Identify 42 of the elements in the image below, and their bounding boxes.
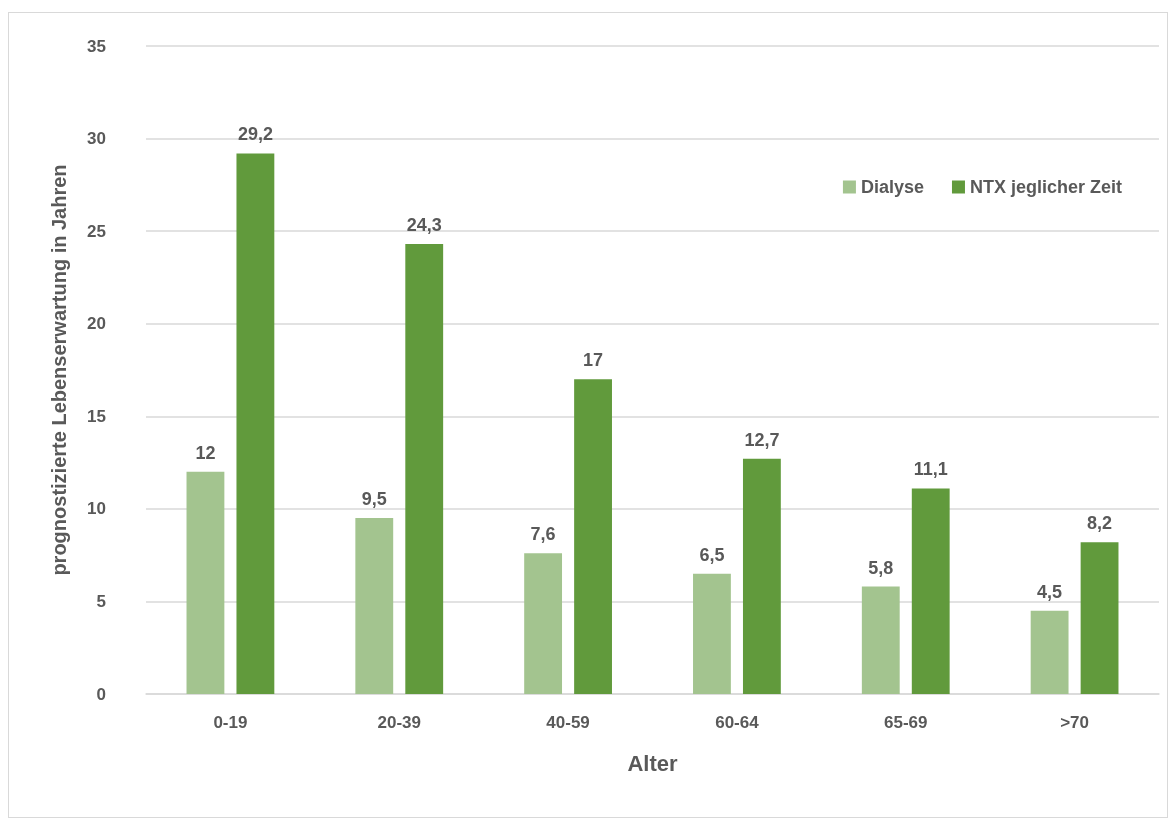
bar [405, 244, 444, 694]
bar [524, 553, 563, 694]
x-tick-label: 40-59 [546, 713, 590, 732]
bar [911, 488, 950, 694]
bar [1030, 610, 1069, 694]
bar [861, 586, 900, 694]
y-tick-label: 25 [87, 221, 106, 241]
x-tick-label: >70 [1060, 713, 1090, 732]
data-label: 24,3 [406, 215, 442, 236]
y-tick-label: 30 [87, 129, 106, 149]
x-tick-label: 0-19 [213, 713, 248, 732]
data-label: 8,2 [1087, 513, 1113, 534]
x-tick-label: 20-39 [377, 713, 421, 732]
bar [574, 379, 612, 694]
data-label: 12 [195, 442, 216, 463]
data-label: 29,2 [237, 124, 273, 145]
data-label: 12,7 [744, 429, 780, 450]
bar [236, 153, 275, 694]
y-tick-label: 10 [87, 499, 106, 519]
y-tick-label: 20 [87, 314, 106, 334]
legend-label: Dialyse [860, 177, 924, 197]
x-tick-label: 65-69 [884, 713, 928, 732]
bar [742, 458, 781, 694]
y-tick-label: 5 [96, 591, 106, 611]
bar [186, 471, 225, 694]
bar [1080, 542, 1119, 694]
y-axis-title: prognostizierte Lebenserwartung in Jahren [48, 164, 70, 576]
data-label: 5,8 [868, 557, 894, 578]
x-tick-label: 60-64 [715, 713, 760, 732]
y-tick-label: 35 [87, 36, 106, 56]
x-axis-title: Alter [627, 750, 678, 776]
data-label: 11,1 [913, 459, 948, 480]
data-label: 6,5 [699, 544, 725, 565]
y-tick-label: 15 [87, 406, 106, 426]
data-label: 4,5 [1037, 581, 1063, 602]
data-label: 9,5 [361, 489, 387, 510]
data-label: 7,6 [530, 524, 556, 545]
bar [693, 573, 731, 694]
y-tick-label: 0 [96, 684, 106, 704]
data-label: 17 [583, 350, 604, 371]
legend-label: NTX jeglicher Zeit [969, 177, 1123, 197]
bar [355, 518, 394, 694]
